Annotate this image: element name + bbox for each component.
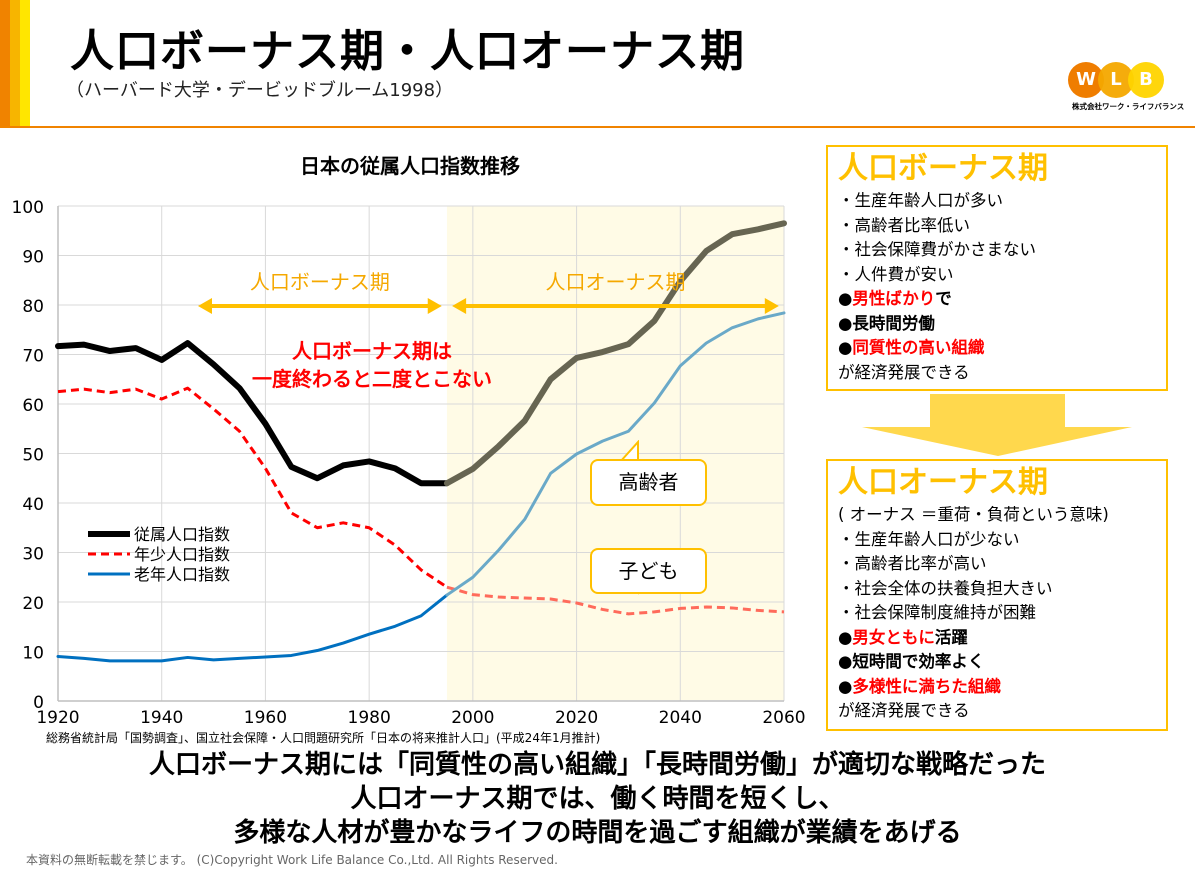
legend-label: 老年人口指数 [134,565,230,584]
bullet-icon: ● [838,313,853,333]
message-line-2: 一度終わると二度とこない [252,367,492,391]
bullet-icon: ● [838,627,853,647]
bonus-item: ・社会保障費がかさまない [838,240,1036,259]
bonus-closing: が経済発展できる [838,362,970,382]
chart-annotations: 人口ボーナス期 人口オーナス期 人口ボーナス期は 一度終わると二度とこない [198,270,779,391]
y-tick-label: 0 [33,693,44,713]
onus-point-1-rest: 活躍 [934,627,968,647]
bonus-period-arrow-right-arrowhead-icon [427,298,442,314]
onus-closing: が経済発展できる [838,701,970,720]
bonus-period-arrow-left-arrowhead-icon [198,298,213,314]
x-tick-label: 1920 [36,708,79,728]
header-stripe-yellow [20,0,30,128]
y-tick-label: 80 [22,297,44,317]
header-stripe-orange [0,0,10,128]
bonus-point-3-highlight: 同質性の高い組織 [852,338,985,357]
onus-point-2: ●短時間で効率よく [838,650,1156,675]
bonus-point-1-highlight: 男性ばかり [852,289,936,308]
y-tick-label: 40 [22,495,44,515]
company-logo: W L B 株式会社ワーク・ライフバランス [1068,62,1184,114]
conclusion-line-3: 多様な人材が豊かなライフの時間を過ごす組織が業績をあげる [233,818,962,848]
onus-item: ・社会全体の扶養負担大きい [838,578,1053,598]
onus-note: ( オーナス ＝重荷・負荷という意味) [838,505,1109,524]
series-line-1-projected [446,585,785,616]
bonus-box-heading: 人口ボーナス期 [838,151,1048,186]
series-line-2-projected [445,311,786,597]
onus-item: ・社会保障制度維持が困難 [838,603,1036,622]
series-line-0-projected [443,220,787,487]
bonus-point-2-text: 長時間労働 [852,313,935,333]
x-tick-label: 1940 [140,708,183,728]
conclusion-line-2: 人口オーナス期では、働く時間を短くし、 [350,784,845,814]
series-line-1-actual [57,386,448,589]
x-tick-label: 2020 [555,708,598,728]
x-tick-label: 2040 [659,708,702,728]
y-tick-label: 70 [22,347,44,367]
header-stripe-amber [10,0,20,128]
conclusion-line-1: 人口ボーナス期には「同質性の高い組織」「長時間労働」が適切な戦略だった [148,750,1046,780]
bonus-period-label: 人口ボーナス期 [250,270,390,294]
down-arrow-icon [862,394,1132,456]
onus-period-arrow-right-arrowhead-icon [764,298,779,314]
onus-period-arrow-left-arrowhead-icon [452,298,467,314]
bonus-item: ・高齢者比率低い [838,215,970,235]
x-tick-label: 2000 [451,708,494,728]
bullet-icon: ● [838,652,853,671]
bonus-point-3: ●同質性の高い組織 [838,336,1156,361]
y-tick-label: 10 [22,644,44,664]
onus-period-box: 人口オーナス期 ( オーナス ＝重荷・負荷という意味) ・生産年齢人口が少ない … [826,459,1168,731]
y-tick-label: 50 [22,446,44,466]
series-line-0-actual [55,340,450,487]
logo-company-name: 株式会社ワーク・ライフバランス [1072,102,1185,111]
bullet-icon: ● [838,338,853,357]
copyright-notice: 本資料の無断転載を禁じます。 (C)Copyright Work Life Ba… [26,853,558,867]
onus-point-1: ●男女ともに活躍 [838,626,1156,651]
onus-item: ・高齢者比率が高い [838,554,987,573]
bonus-point-1: ●男性ばかりで [838,287,1156,312]
callout-elderly-text: 高齢者 [618,470,679,494]
onus-point-3-highlight: 多様性に満ちた組織 [852,676,1001,696]
bonus-item: ・人件費が安い [838,264,954,284]
callout-children-text: 子ども [618,559,679,583]
legend-label: 年少人口指数 [134,545,230,564]
header-divider [0,126,1195,128]
message-line-1: 人口ボーナス期は [292,339,452,363]
onus-point-1-highlight: 男女ともに [852,627,935,647]
dependency-ratio-chart: 0 10 20 30 40 50 60 70 80 90 100 1920 1940 1960 1980 20… [12,198,806,728]
y-tick-label: 60 [22,396,44,416]
chart-axes: 0 10 20 30 40 50 60 70 80 90 100 1920 1940 1960 1980 20… [12,198,806,728]
y-tick-label: 20 [22,594,44,614]
chart-series [55,220,787,663]
bullet-icon: ● [838,289,853,308]
x-tick-label: 1980 [348,708,391,728]
bonus-period-box: 人口ボーナス期 ・生産年齢人口が多い ・高齢者比率低い ・社会保障費がかさまない… [826,145,1168,391]
callout-elderly-tail [619,440,639,463]
callout-children: 子ども [590,548,707,594]
onus-item: ・生産年齢人口が少ない [838,529,1020,549]
chart-title: 日本の従属人口指数推移 [300,154,520,178]
y-tick-label: 100 [12,198,44,218]
y-tick-label: 90 [22,248,44,268]
onus-box-heading: 人口オーナス期 [838,465,1048,500]
onus-point-2-text: 短時間で効率よく [852,652,985,671]
x-tick-label: 1960 [244,708,287,728]
bonus-item: ・生産年齢人口が多い [838,191,1003,210]
callout-elderly: 高齢者 [590,459,707,506]
bullet-icon: ● [838,676,853,696]
onus-point-3: ●多様性に満ちた組織 [838,675,1156,700]
onus-period-label: 人口オーナス期 [545,270,685,294]
y-tick-label: 30 [22,545,44,565]
logo-circle-b: B [1128,62,1164,98]
page-subtitle: （ハーバード大学・デービッドブルーム1998） [66,80,454,101]
x-tick-label: 2060 [762,708,805,728]
page-title: 人口ボーナス期・人口オーナス期 [70,26,745,77]
bonus-point-1-rest: で [935,289,952,308]
series-line-2-actual [56,593,449,663]
legend-label: 従属人口指数 [134,525,230,544]
data-source: 総務省統計局「国勢調査」、国立社会保障・人口問題研究所「日本の将来推計人口」(平… [46,731,601,745]
bonus-point-2: ●長時間労働 [838,312,1156,337]
